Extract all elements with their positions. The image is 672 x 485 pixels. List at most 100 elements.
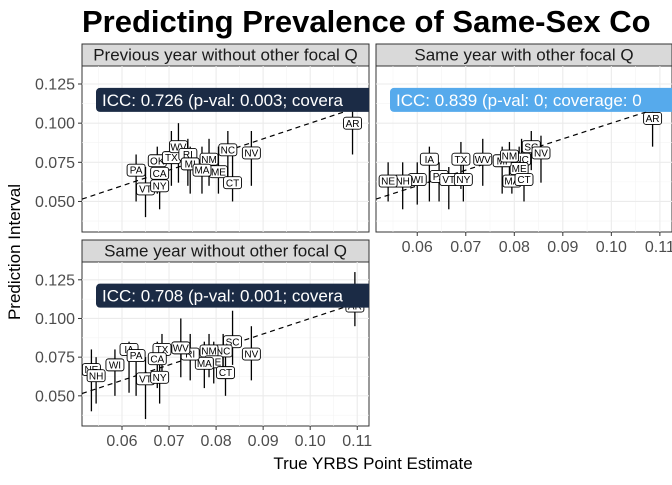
x-tick-label: 0.11 [645, 239, 672, 256]
icc-label-text: ICC: 0.726 (p-val: 0.003; covera [102, 91, 344, 110]
state-label-text: ME [211, 167, 226, 178]
icc-label: ICC: 0.726 (p-val: 0.003; covera [96, 87, 369, 112]
state-label-ct: CT [216, 366, 235, 380]
state-label-pa: PA [126, 163, 146, 177]
state-label-box [150, 370, 170, 384]
x-tick-label: 0.09 [248, 433, 279, 450]
icc-label: ICC: 0.839 (p-val: 0; coverage: 0 [390, 87, 672, 112]
state-label-ca: CA [150, 166, 170, 180]
state-label-text: TX [165, 153, 178, 164]
state-label-text: AR [346, 119, 360, 130]
state-label-ne: NE [378, 174, 398, 188]
y-tick-label: 0.050 [35, 388, 75, 405]
state-label-box [473, 152, 493, 166]
state-label-ct: CT [223, 176, 243, 190]
state-label-text: NV [534, 149, 548, 160]
state-label-ny: NY [150, 370, 170, 384]
state-label-text: MA [194, 166, 209, 177]
state-label-text: WI [109, 360, 121, 371]
state-label-nv: NV [241, 347, 261, 361]
state-label-text: WV [173, 343, 189, 354]
state-label-box [241, 347, 261, 361]
state-label-text: RI [183, 150, 193, 161]
state-label-box [643, 112, 663, 125]
icc-label-box [96, 87, 369, 112]
state-label-nc: NC [218, 143, 238, 157]
state-label-box [218, 143, 238, 157]
state-label-nv: NV [531, 146, 551, 160]
state-label-text: IA [425, 155, 435, 166]
x-axis-title: True YRBS Point Estimate [273, 454, 472, 473]
state-label-box [531, 146, 551, 160]
x-tick-label: 0.07 [450, 239, 481, 256]
state-label-text: WV [475, 155, 491, 166]
state-label-text: TX [455, 155, 468, 166]
state-label-text: PA [130, 166, 143, 177]
state-label-text: VT [139, 185, 152, 196]
state-label-tx: TX [161, 151, 181, 164]
state-label-ny: NY [453, 173, 473, 186]
state-label-text: NY [456, 175, 470, 186]
state-label-text: ME [206, 357, 221, 368]
state-label-text: SC [226, 337, 240, 348]
state-label-text: PA [130, 351, 143, 362]
state-label-box [171, 341, 191, 355]
x-tick-label: 0.06 [402, 239, 433, 256]
state-label-box [86, 369, 106, 383]
state-label-box [499, 149, 519, 163]
state-label-box [194, 356, 214, 370]
x-tick-label: 0.06 [106, 433, 137, 450]
state-label-ny: NY [150, 179, 170, 192]
state-label-text: MA [504, 177, 519, 188]
state-label-text: NE [381, 177, 395, 188]
state-label-text: NV [244, 149, 258, 160]
state-label-text: AR [646, 114, 660, 125]
x-tick-label: 0.11 [342, 433, 372, 450]
state-label-nm: NM [499, 149, 519, 163]
state-label-text: NM [201, 155, 217, 166]
state-label-text: NH [395, 177, 409, 188]
facet-strip-label: Same year with other focal Q [414, 46, 633, 65]
state-label-tx: TX [451, 152, 471, 166]
state-label-pa: PA [126, 349, 146, 363]
state-label-text: MI [185, 159, 196, 170]
state-label-box [378, 174, 398, 188]
state-label-box [105, 358, 125, 372]
x-tick-label: 0.07 [153, 433, 184, 450]
facet-panel-1: Previous year without other focal Q AR PA V… [35, 43, 370, 233]
state-label-box [223, 176, 243, 190]
state-label-text: TX [156, 345, 169, 356]
state-label-box [126, 349, 146, 363]
state-label-ia: IA [419, 152, 439, 166]
state-label-wv: WV [473, 152, 493, 166]
state-label-text: RI [185, 350, 195, 361]
y-tick-label: 0.125 [35, 272, 75, 289]
reference-line [82, 103, 369, 200]
facet-strip-label: Previous year without other focal Q [93, 46, 358, 65]
state-label-text: MA [197, 359, 212, 370]
state-label-text: CT [226, 178, 239, 189]
x-tick-label: 0.09 [547, 239, 578, 256]
state-label-box [514, 173, 534, 186]
state-label-box [150, 166, 170, 180]
state-label-box [216, 366, 235, 380]
state-label-text: NH [89, 371, 103, 382]
state-label-text: NY [153, 181, 167, 192]
y-tick-label: 0.100 [35, 311, 75, 328]
state-label-text: NM [502, 152, 518, 163]
icc-label-box [390, 87, 672, 112]
state-label-ma: MA [192, 163, 212, 177]
panels-group: Previous year without other focal Q AR PA V… [35, 43, 672, 450]
state-label-box [453, 173, 473, 186]
facet-panel-3: Same year without other focal QARSCNCNVN… [35, 239, 372, 450]
state-label-text: NV [244, 350, 258, 361]
state-label-text: PA [433, 172, 446, 183]
state-label-text: WV [170, 142, 186, 153]
state-label-text: CA [153, 169, 167, 180]
state-label-text: CT [219, 368, 232, 379]
state-label-ar: AR [643, 112, 663, 125]
state-label-ca: CA [147, 352, 167, 365]
state-label-ct: CT [514, 173, 534, 186]
state-label-text: SC [524, 142, 538, 153]
